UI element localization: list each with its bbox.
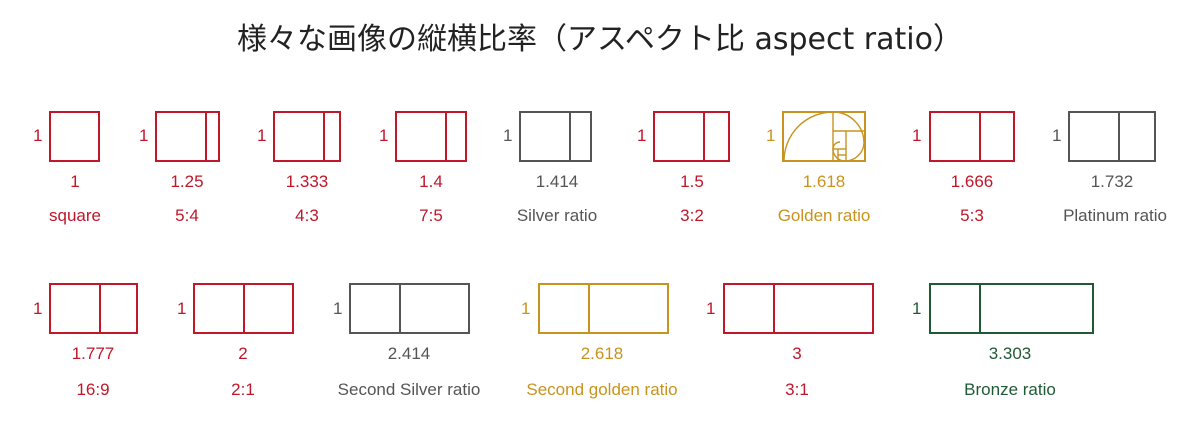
height-unit-label: 1 [706,299,716,318]
ratio-rectangle [349,283,470,334]
square-divider [588,285,590,332]
square-divider [99,285,101,332]
height-unit-label: 1 [139,126,149,145]
ratio-rectangle [538,283,669,334]
ratio-label: 2:1 [231,380,255,399]
height-unit-label: 1 [912,126,922,145]
ratio-label: 4:3 [295,206,319,225]
height-unit-label: 1 [503,126,513,145]
height-unit-label: 1 [912,299,922,318]
ratio-value: 2.414 [387,344,431,363]
height-unit-label: 1 [33,126,43,145]
ratio-rectangle [653,111,730,162]
height-unit-label: 1 [33,299,43,318]
ratio-value: 1.5 [680,172,704,191]
ratio-value: 1.333 [285,172,329,191]
ratio-rectangle [782,111,866,162]
ratio-label: square [49,206,101,225]
ratio-value: 3 [792,344,802,363]
ratio-label: Second golden ratio [526,380,678,399]
height-unit-label: 1 [379,126,389,145]
ratio-value: 1.732 [1090,172,1134,191]
ratio-label: 16:9 [76,380,110,399]
ratio-label: Silver ratio [516,206,598,225]
square-divider [205,113,207,160]
ratio-value: 2.618 [580,344,624,363]
ratio-rectangle [193,283,294,334]
ratio-rectangle [929,283,1094,334]
ratio-rectangle [1068,111,1156,162]
ratio-label: Platinum ratio [1063,206,1167,225]
ratio-rectangle [49,111,100,162]
ratio-label: 5:4 [175,206,199,225]
square-divider [1118,113,1120,160]
height-unit-label: 1 [1052,126,1062,145]
ratio-value: 1.414 [535,172,579,191]
square-divider [773,285,775,332]
height-unit-label: 1 [257,126,267,145]
ratio-label: Golden ratio [777,206,871,225]
ratio-label: 3:2 [680,206,704,225]
height-unit-label: 1 [333,299,343,318]
page-title: 様々な画像の縦横比率（アスペクト比 aspect ratio） [237,22,963,57]
ratio-rectangle [723,283,874,334]
ratio-value: 1.777 [71,344,115,363]
square-divider [979,285,981,332]
height-unit-label: 1 [177,299,187,318]
ratio-rectangle [155,111,220,162]
ratio-label: 5:3 [960,206,984,225]
square-divider [703,113,705,160]
height-unit-label: 1 [766,126,776,145]
ratio-label: 7:5 [419,206,443,225]
ratio-label: 3:1 [785,380,809,399]
ratio-label: Second Silver ratio [337,380,481,399]
ratio-value: 1.25 [170,172,204,191]
ratio-value: 1.618 [802,172,846,191]
ratio-value: 1.4 [419,172,443,191]
ratio-value: 1.666 [950,172,994,191]
ratio-value: 2 [238,344,248,363]
square-divider [399,285,401,332]
square-divider [979,113,981,160]
ratio-rectangle [395,111,467,162]
square-divider [569,113,571,160]
ratio-rectangle [929,111,1015,162]
height-unit-label: 1 [637,126,647,145]
ratio-value: 3.303 [988,344,1032,363]
height-unit-label: 1 [521,299,531,318]
square-divider [445,113,447,160]
ratio-value: 1 [70,172,80,191]
square-divider [243,285,245,332]
ratio-rectangle [519,111,592,162]
ratio-label: Bronze ratio [964,380,1056,399]
ratio-rectangle [273,111,341,162]
ratio-rectangle [49,283,138,334]
golden-spiral-icon [783,111,865,162]
square-divider [323,113,325,160]
